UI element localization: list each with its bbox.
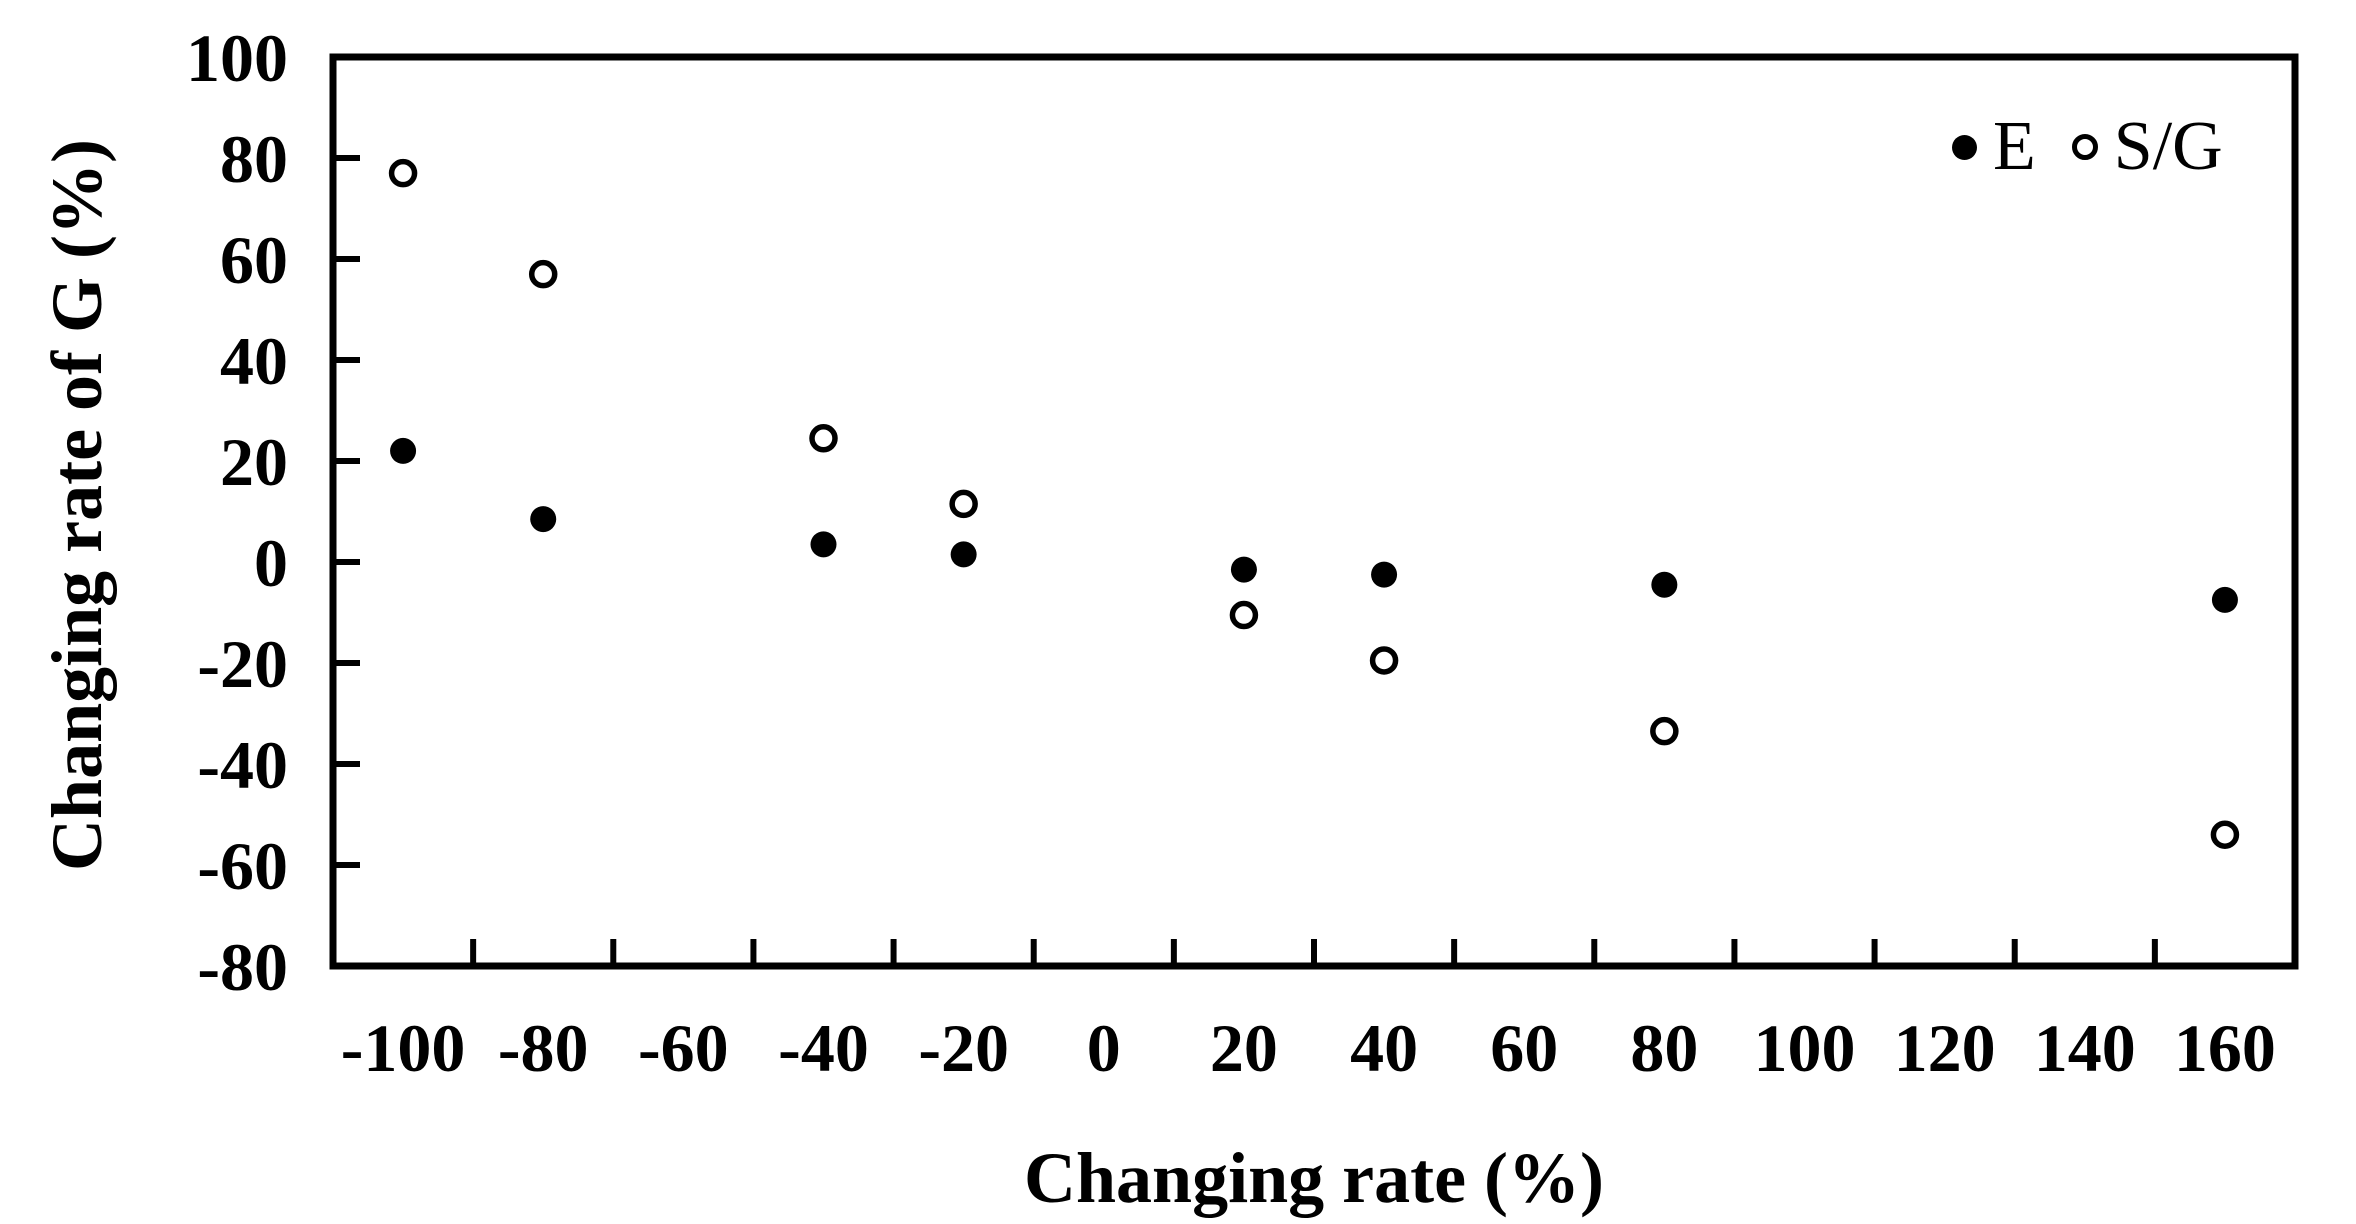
data-point-filled-circle	[530, 506, 557, 533]
filled-circle-marker-icon	[1952, 134, 1977, 160]
plot-frame	[329, 53, 2299, 970]
y-tick-label: -40	[197, 727, 288, 803]
x-tick-label: 0	[1087, 1010, 1121, 1086]
data-point-open-circle	[949, 489, 978, 519]
data-point-open-circle	[388, 158, 418, 188]
legend-label-sg: S/G	[2113, 108, 2223, 185]
x-tick-label: 120	[1894, 1010, 1996, 1086]
legend-label-e: E	[1993, 108, 2036, 185]
x-tick-label: -60	[638, 1010, 729, 1086]
x-tick-label: 60	[1490, 1010, 1558, 1086]
y-tick-label: -20	[197, 626, 288, 702]
legend-item-e: E	[1952, 106, 2036, 188]
y-tick-label: 60	[220, 222, 288, 298]
x-tick-label: -40	[778, 1010, 869, 1086]
data-point-open-circle	[809, 424, 838, 453]
x-axis-title: Changing rate (%)	[1024, 1138, 1604, 1218]
data-point-filled-circle	[1371, 561, 1398, 588]
open-circle-marker-icon	[2071, 134, 2098, 160]
y-tick-label: 40	[220, 323, 288, 399]
y-tick-label: -60	[197, 828, 288, 904]
y-tick-label: 100	[186, 20, 288, 96]
data-point-filled-circle	[1651, 571, 1678, 598]
data-point-open-circle	[528, 259, 558, 289]
x-tick-label: -20	[918, 1010, 1009, 1086]
data-point-open-circle	[2210, 820, 2240, 849]
data-point-open-circle	[1369, 646, 1399, 675]
y-tick-label: -80	[197, 929, 288, 1005]
data-point-open-circle	[1650, 716, 1679, 746]
y-axis-title: Changing rate of G (%)	[37, 139, 117, 871]
data-point-filled-circle	[390, 437, 417, 464]
x-tick-label: 100	[1754, 1010, 1856, 1086]
data-point-filled-circle	[810, 531, 837, 558]
data-point-filled-circle	[950, 541, 977, 568]
data-point-filled-circle	[2211, 586, 2238, 613]
x-tick-label: 20	[1210, 1010, 1278, 1086]
x-tick-label: 160	[2174, 1010, 2276, 1086]
y-tick-label: 20	[220, 424, 288, 500]
legend-item-sg: S/G	[2071, 106, 2223, 188]
x-tick-label: 40	[1350, 1010, 1418, 1086]
data-point-filled-circle	[1230, 556, 1257, 583]
x-tick-label: 80	[1630, 1010, 1698, 1086]
plot-generated-layer: 100 80 60 40 20 0 -20 -40 -60 -80 -100 -80 -60 -40 -20…	[186, 20, 2299, 1086]
y-tick-label: 80	[220, 121, 288, 197]
x-tick-label: -80	[498, 1010, 589, 1086]
x-tick-label: 140	[2034, 1010, 2136, 1086]
x-tick-label: -100	[341, 1010, 466, 1086]
y-tick-label: 0	[254, 525, 288, 601]
data-point-open-circle	[1229, 600, 1259, 630]
legend: E S/G	[1952, 106, 2223, 188]
